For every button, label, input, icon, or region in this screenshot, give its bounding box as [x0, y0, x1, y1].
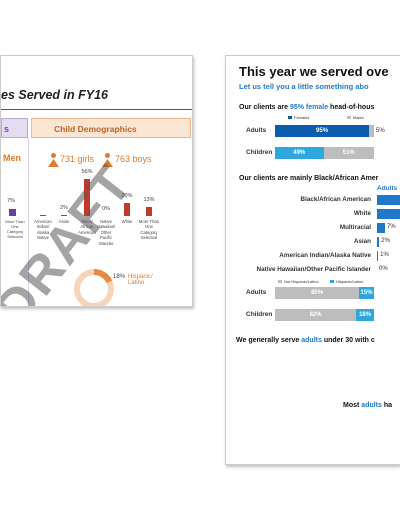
row-label: Adults	[246, 289, 267, 296]
title: es Served in FY16	[1, 88, 109, 102]
bar	[61, 214, 67, 216]
bar-label: 51%	[342, 150, 355, 156]
bar-segment	[275, 147, 324, 159]
text-part: Our clients are	[239, 104, 290, 111]
row-label: Multiracial	[339, 224, 371, 231]
legend-label: Hispanic/Latino	[336, 279, 364, 284]
bar	[146, 207, 152, 216]
category-label: White	[121, 219, 133, 224]
bar-label: 2%	[60, 204, 68, 211]
bar-segment	[275, 287, 360, 299]
section-heading: Our clients are 95% female head-of-hous	[239, 104, 374, 111]
text-part: Most	[343, 402, 362, 409]
bar-label: 1%	[380, 252, 389, 258]
bar	[377, 223, 386, 233]
legend-swatch	[278, 280, 282, 283]
legend-swatch	[347, 116, 351, 119]
person-icon	[48, 159, 59, 167]
bar-label: 49%	[293, 150, 306, 156]
category-label: Native Hawaiian/ Other Pacific Islander	[96, 219, 116, 246]
title-rule	[1, 109, 192, 110]
left-slide: es Served in FY16 s Child Demographics Men 7…	[0, 55, 193, 307]
bar-label: 85%	[311, 290, 324, 296]
section-heading: Our clients are mainly Black/African Ame…	[239, 175, 379, 182]
bar-segment	[359, 287, 374, 299]
category-label: American Indian/ Alaska Native	[34, 219, 52, 241]
legend-label: Females	[294, 115, 310, 120]
row-label: White	[353, 210, 371, 217]
men-count: Men	[3, 153, 21, 163]
text-part: adults	[361, 402, 382, 409]
row-label: Asian	[353, 238, 371, 245]
category-label: More Than One Category Selected	[5, 219, 25, 239]
bar-label: 5%	[376, 128, 385, 134]
donut	[74, 269, 114, 306]
legend-label: Males	[353, 115, 364, 120]
bar	[377, 209, 400, 219]
bar-label: 7%	[7, 197, 15, 204]
bar-label: 0%	[102, 206, 110, 212]
donut-segment	[74, 269, 114, 306]
bar-segment	[369, 125, 374, 137]
row-label: American Indian/Alaska Native	[279, 252, 371, 259]
subtitle: Let us tell you a little something abo	[239, 82, 369, 91]
bar	[84, 179, 90, 216]
bar-segment	[323, 147, 374, 159]
bar-segment	[356, 309, 374, 321]
bar-label: 56%	[81, 169, 93, 176]
text-part: under 30 with c	[321, 337, 375, 344]
legend-swatch	[288, 116, 292, 119]
bar-label: 15%	[360, 290, 373, 296]
column-header: Adults	[377, 185, 398, 192]
legend-swatch	[330, 280, 334, 283]
title: This year we served ove	[239, 64, 389, 79]
bar-label: 95%	[316, 128, 329, 134]
text-part: head-of-hous	[328, 104, 375, 111]
bar-label: 0%	[379, 266, 388, 272]
bar	[9, 208, 16, 216]
legend-label: Not Hispanic/Latino	[284, 279, 319, 284]
donut-name: Hispanic/ Latino	[128, 274, 153, 286]
boys-count: 763 boys	[115, 154, 152, 164]
bar	[377, 251, 379, 261]
bar	[377, 237, 380, 247]
bar	[40, 215, 46, 216]
text-part: We generally serve	[236, 337, 302, 344]
category-label: More Than One Category Selected	[138, 219, 160, 241]
girls-count: 731 girls	[60, 154, 95, 164]
text-part: ha	[381, 402, 393, 409]
category-label: Asian	[58, 219, 70, 224]
bar	[124, 202, 130, 216]
bar-label: 2%	[381, 238, 390, 244]
section-heading: Most adults ha	[343, 402, 392, 409]
bar-label: 18%	[359, 312, 372, 318]
adult-section	[1, 138, 29, 306]
bar-label: 20%	[121, 192, 133, 199]
child-header: Child Demographics	[31, 118, 191, 138]
person-icon	[51, 153, 56, 158]
donut-label: 18%	[113, 274, 126, 280]
bar-label: 13%	[143, 197, 155, 204]
row-label: Children	[246, 311, 273, 318]
bar	[377, 195, 400, 205]
person-icon	[105, 153, 110, 158]
row-label: Black/African American	[300, 196, 371, 203]
adult-header: s	[1, 118, 28, 138]
row-label: Native Hawaiian/Other Pacific Islander	[256, 266, 371, 273]
bar-label: 7%	[387, 224, 396, 230]
bar-segment	[275, 309, 357, 321]
bar-label: 82%	[309, 312, 322, 318]
bar-segment	[275, 125, 370, 137]
person-icon	[102, 159, 113, 167]
text-part: 95% female	[289, 104, 329, 111]
category-label: Black/ African American	[78, 219, 96, 235]
section-heading: We generally serve adults under 30 with …	[236, 337, 375, 344]
text-part: adults	[301, 337, 322, 344]
row-label: Adults	[246, 127, 267, 134]
row-label: Children	[246, 149, 273, 156]
right-slide: This year we served ove Let us tell you a…	[225, 55, 400, 465]
